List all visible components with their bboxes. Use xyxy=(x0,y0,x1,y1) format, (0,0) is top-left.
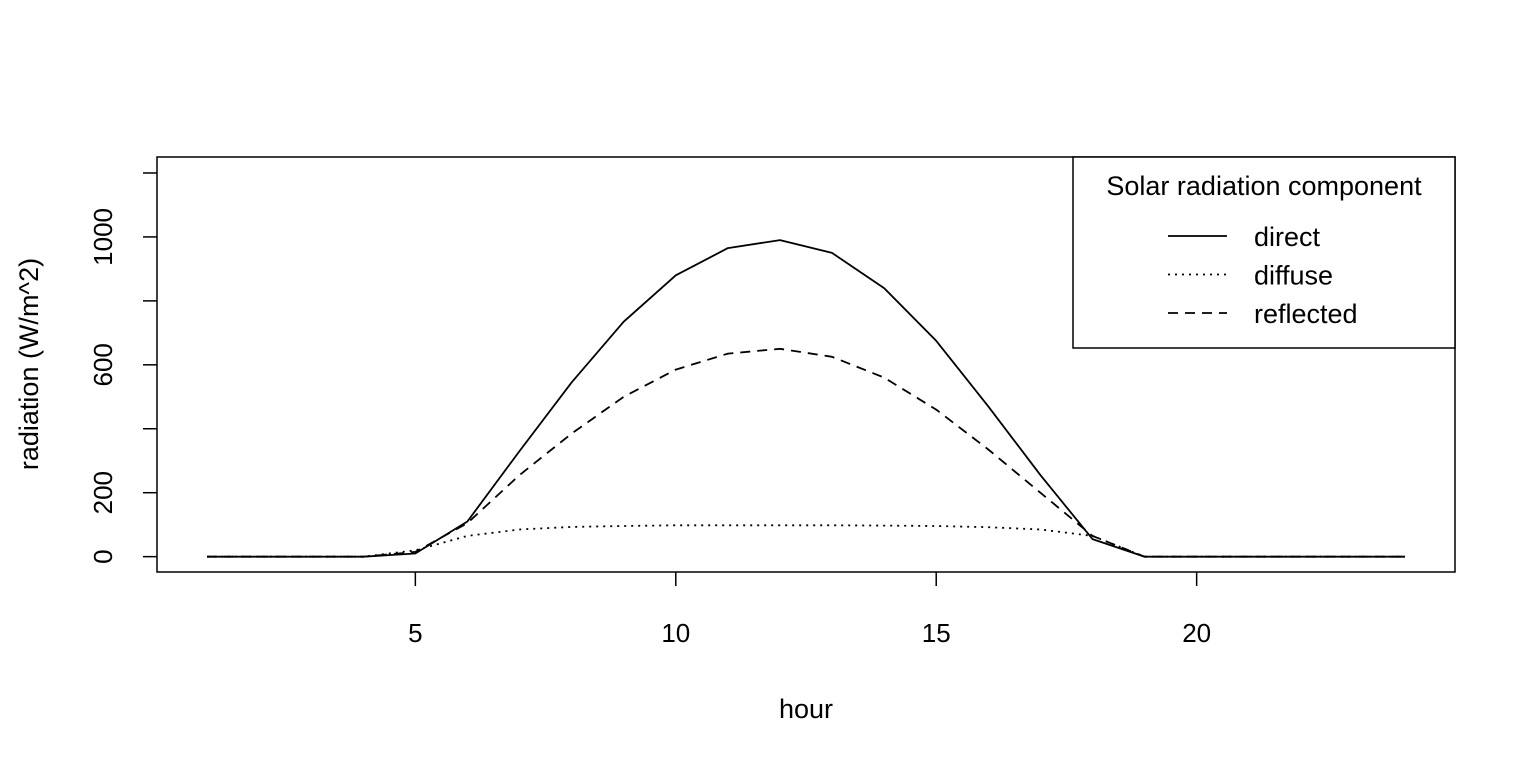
series-layer xyxy=(207,239,1405,558)
y-tick-label: 1000 xyxy=(88,208,118,266)
x-tick-label: 5 xyxy=(408,618,422,648)
x-tick-label: 10 xyxy=(661,618,690,648)
x-tick-label: 20 xyxy=(1182,618,1211,648)
x-axis-title: hour xyxy=(779,694,833,724)
legend-box xyxy=(1072,156,1456,349)
y-axis-title: radiation (W/m^2) xyxy=(14,258,44,470)
x-tick-label: 15 xyxy=(922,618,951,648)
x-axis: 5 10 15 20 xyxy=(408,572,1211,648)
legend: Solar radiation component direct diffuse re… xyxy=(1072,156,1456,349)
y-axis: 0 200 600 1000 xyxy=(88,172,157,564)
legend-label-diffuse: diffuse xyxy=(1254,261,1333,291)
legend-label-reflected: reflected xyxy=(1254,299,1358,329)
y-tick-label: 200 xyxy=(88,471,118,514)
legend-label-direct: direct xyxy=(1254,222,1321,252)
y-tick-label: 600 xyxy=(88,343,118,386)
y-tick-label: 0 xyxy=(88,549,118,563)
legend-title: Solar radiation component xyxy=(1106,171,1422,201)
series-line-reflected xyxy=(207,347,1405,558)
